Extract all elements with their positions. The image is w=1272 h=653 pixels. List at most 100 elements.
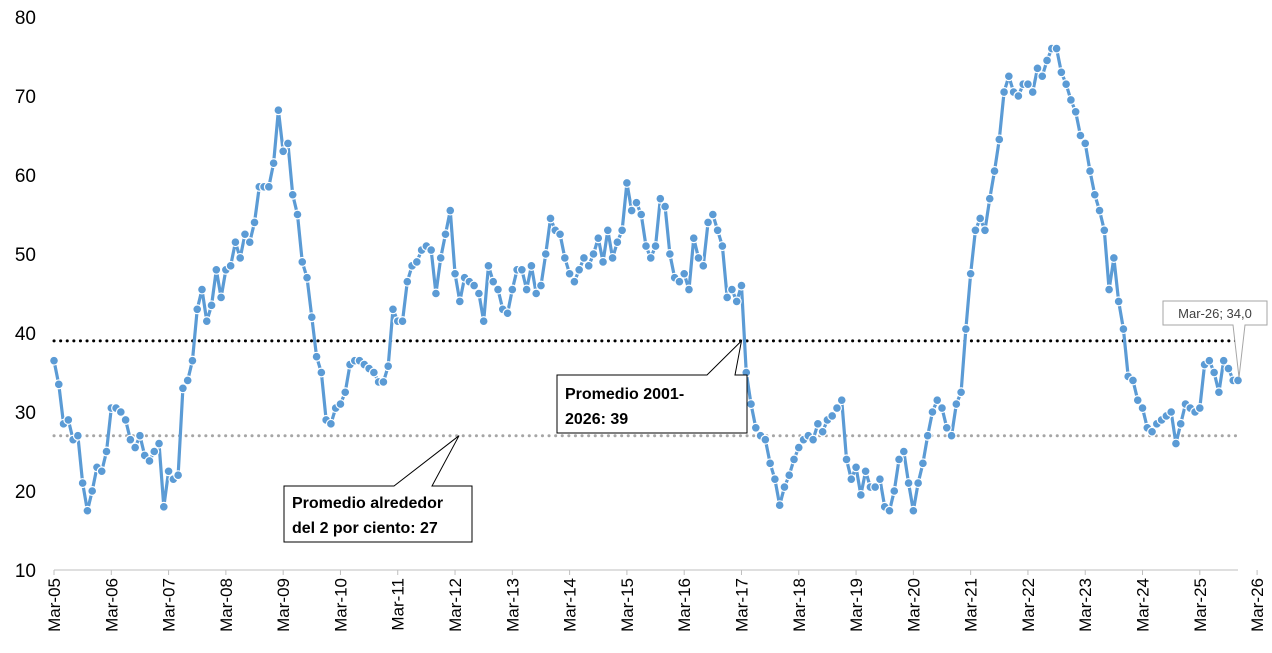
data-point xyxy=(707,209,718,220)
data-point xyxy=(645,252,656,263)
x-axis: Mar-05 Mar-06 Mar-07 Mar-08 Mar-09 Mar-10 Mar-… xyxy=(45,569,1267,632)
data-point xyxy=(507,284,518,295)
data-point xyxy=(1170,438,1181,449)
data-point xyxy=(698,260,709,271)
data-point xyxy=(736,280,747,291)
data-point xyxy=(555,229,566,240)
data-point xyxy=(1089,189,1100,200)
data-point xyxy=(545,213,556,224)
data-point xyxy=(426,245,437,256)
data-point xyxy=(263,181,274,192)
data-point xyxy=(340,387,351,398)
series-line xyxy=(52,46,1240,513)
data-point xyxy=(1027,87,1038,98)
data-point xyxy=(774,500,785,511)
data-point xyxy=(531,288,542,299)
x-tick-label: Mar-21 xyxy=(962,578,981,632)
data-point xyxy=(1232,375,1243,386)
data-point xyxy=(1099,225,1110,236)
data-point xyxy=(769,474,780,485)
data-point xyxy=(154,438,165,449)
data-point xyxy=(72,430,83,441)
data-point xyxy=(851,462,862,473)
data-point xyxy=(765,458,776,469)
data-point xyxy=(134,430,145,441)
reference-lines xyxy=(52,339,1240,438)
data-point xyxy=(674,276,685,287)
data-point xyxy=(760,434,771,445)
data-point xyxy=(516,264,527,275)
data-point xyxy=(655,193,666,204)
series-layer xyxy=(48,43,1243,516)
y-tick-label: 60 xyxy=(15,166,36,187)
data-point xyxy=(502,308,513,319)
x-tick-label: Mar-15 xyxy=(618,578,637,632)
data-point xyxy=(383,361,394,372)
data-point xyxy=(1032,63,1043,74)
data-point xyxy=(1042,55,1053,66)
callout-promedio-2-por-ciento xyxy=(283,435,473,543)
last-point-label: Mar-26; 34,0 xyxy=(1178,306,1252,321)
data-point xyxy=(793,442,804,453)
data-point xyxy=(402,276,413,287)
x-tick-label: Mar-09 xyxy=(274,578,293,632)
data-point xyxy=(1022,79,1033,90)
x-tick-label: Mar-12 xyxy=(446,578,465,632)
data-point xyxy=(488,276,499,287)
data-point xyxy=(746,399,757,410)
y-tick-label: 30 xyxy=(15,403,36,424)
data-point xyxy=(435,252,446,263)
data-point xyxy=(841,454,852,465)
data-point xyxy=(860,466,871,477)
data-point xyxy=(130,442,141,453)
data-point xyxy=(368,367,379,378)
data-point xyxy=(306,312,317,323)
data-point xyxy=(779,482,790,493)
data-point xyxy=(53,379,64,390)
data-point xyxy=(941,422,952,433)
data-point xyxy=(951,399,962,410)
data-point xyxy=(664,249,675,260)
data-point xyxy=(325,418,336,429)
callout-promedio-2-por-ciento-text: Promedio alrededor xyxy=(292,495,443,512)
data-point xyxy=(430,288,441,299)
data-point xyxy=(1013,90,1024,101)
data-point xyxy=(607,252,618,263)
data-point xyxy=(1075,130,1086,141)
data-point xyxy=(48,355,59,366)
data-point xyxy=(158,501,169,512)
data-point xyxy=(120,414,131,425)
data-point xyxy=(936,403,947,414)
data-point xyxy=(731,296,742,307)
data-point xyxy=(956,387,967,398)
data-point xyxy=(683,284,694,295)
data-point xyxy=(469,280,480,291)
data-point xyxy=(1056,67,1067,78)
x-tick-label: Mar-10 xyxy=(331,578,350,632)
data-point xyxy=(173,470,184,481)
data-point xyxy=(96,466,107,477)
data-point xyxy=(722,292,733,303)
data-point xyxy=(1147,426,1158,437)
data-point xyxy=(617,225,628,236)
data-point xyxy=(1051,43,1062,54)
data-point xyxy=(177,383,188,394)
data-point xyxy=(302,272,313,283)
data-point xyxy=(244,237,255,248)
data-point xyxy=(211,264,222,275)
data-point xyxy=(855,489,866,500)
data-point xyxy=(411,256,422,267)
data-point xyxy=(1223,363,1234,374)
data-point xyxy=(206,300,217,311)
data-point xyxy=(569,276,580,287)
data-point xyxy=(970,225,981,236)
data-point xyxy=(788,454,799,465)
data-point xyxy=(1070,106,1081,117)
data-point xyxy=(660,201,671,212)
data-point xyxy=(1084,166,1095,177)
x-tick-label: Mar-07 xyxy=(160,578,179,632)
data-point xyxy=(994,134,1005,145)
data-point xyxy=(197,284,208,295)
data-point xyxy=(445,205,456,216)
data-point xyxy=(808,434,819,445)
